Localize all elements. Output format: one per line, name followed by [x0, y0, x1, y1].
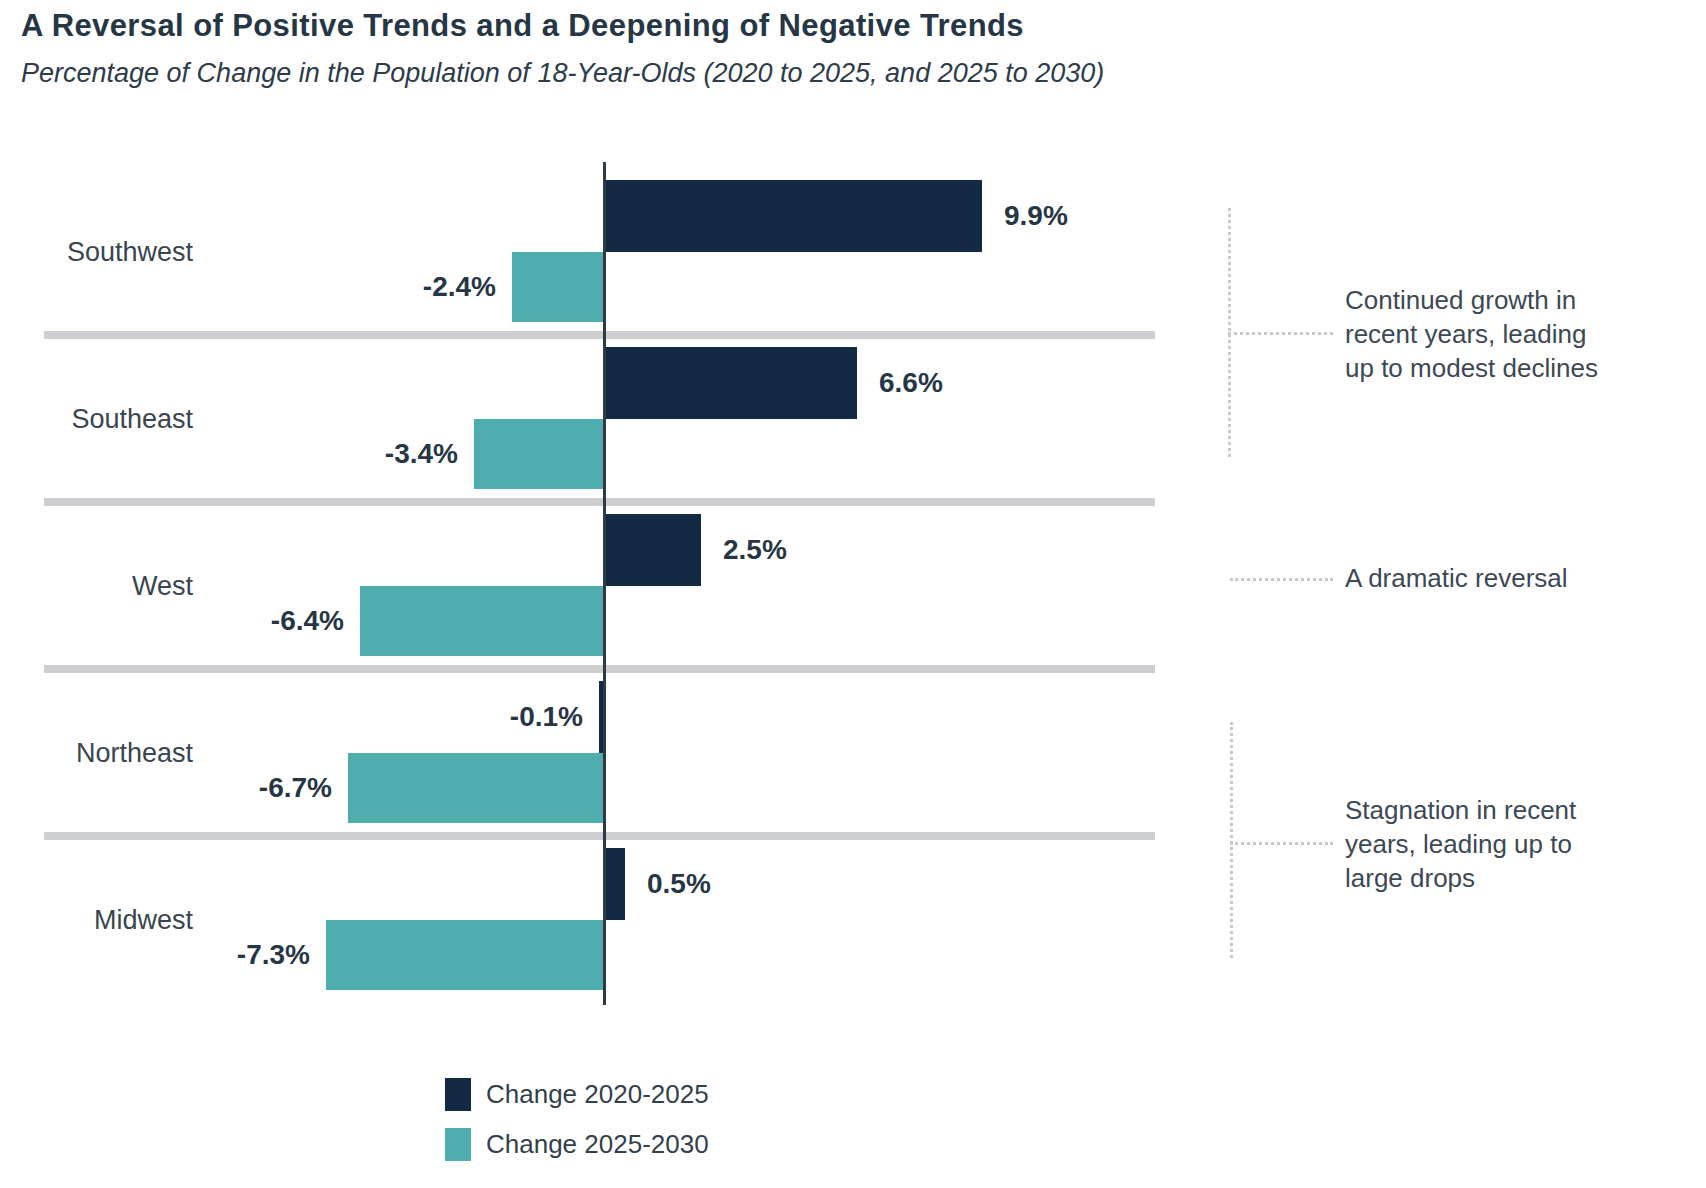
annotation-connector-line: [1230, 842, 1333, 845]
bar-midwest-2025-2030: [326, 920, 603, 990]
value-label-southeast-2025-2030: -3.4%: [258, 434, 458, 474]
annotation-text-line: up to modest declines: [1345, 351, 1598, 385]
row-divider: [44, 498, 1155, 506]
annotation-text-line: recent years, leading: [1345, 317, 1598, 351]
annotation-text-line: Stagnation in recent: [1345, 793, 1576, 827]
value-label-northeast-2025-2030: -6.7%: [132, 768, 332, 808]
annotation-connector-line: [1230, 578, 1333, 581]
legend-swatch-change-2025-2030: [445, 1128, 471, 1161]
annotation-text: Continued growth inrecent years, leading…: [1345, 283, 1598, 385]
legend-label-change-2020-2025: Change 2020-2025: [486, 1079, 709, 1110]
legend-item-change-2025-2030: Change 2025-2030: [445, 1128, 709, 1161]
chart-subtitle: Percentage of Change in the Population o…: [21, 58, 1104, 89]
row-divider: [44, 832, 1155, 840]
region-label-southwest: Southwest: [0, 232, 193, 272]
region-label-northeast: Northeast: [0, 733, 193, 773]
annotation-bracket-line: [1230, 722, 1233, 958]
row-divider: [44, 665, 1155, 673]
value-label-midwest-2025-2030: -7.3%: [110, 935, 310, 975]
annotation-text-line: A dramatic reversal: [1345, 561, 1568, 595]
legend-label-change-2025-2030: Change 2025-2030: [486, 1129, 709, 1160]
annotation-connector-line: [1228, 332, 1333, 335]
bar-southwest-2025-2030: [512, 252, 603, 322]
annotation-text-line: Continued growth in: [1345, 283, 1598, 317]
chart-page: A Reversal of Positive Trends and a Deep…: [0, 0, 1706, 1188]
chart-legend: Change 2020-2025 Change 2025-2030: [445, 1078, 709, 1161]
region-label-midwest: Midwest: [0, 900, 193, 940]
legend-swatch-change-2020-2025: [445, 1078, 471, 1111]
bar-midwest-2020-2025: [606, 848, 625, 920]
chart-title: A Reversal of Positive Trends and a Deep…: [21, 8, 1024, 44]
annotation-text-line: years, leading up to: [1345, 827, 1576, 861]
value-label-west-2020-2025: 2.5%: [723, 530, 787, 570]
annotation-text: Stagnation in recentyears, leading up to…: [1345, 793, 1576, 895]
value-label-west-2025-2030: -6.4%: [144, 601, 344, 641]
bar-west-2025-2030: [360, 586, 603, 656]
value-label-southwest-2025-2030: -2.4%: [296, 267, 496, 307]
bar-southeast-2025-2030: [474, 419, 603, 489]
value-label-midwest-2020-2025: 0.5%: [647, 864, 711, 904]
region-label-west: West: [0, 566, 193, 606]
zero-axis-line: [603, 162, 606, 1005]
bar-west-2020-2025: [606, 514, 701, 586]
bar-southeast-2020-2025: [606, 347, 857, 419]
value-label-southwest-2020-2025: 9.9%: [1004, 196, 1068, 236]
value-label-southeast-2020-2025: 6.6%: [879, 363, 943, 403]
annotation-text-line: large drops: [1345, 861, 1576, 895]
bar-northeast-2025-2030: [348, 753, 603, 823]
value-label-northeast-2020-2025: -0.1%: [383, 697, 583, 737]
region-label-southeast: Southeast: [0, 399, 193, 439]
row-divider: [44, 331, 1155, 339]
annotation-text: A dramatic reversal: [1345, 561, 1568, 595]
bar-southwest-2020-2025: [606, 180, 982, 252]
legend-item-change-2020-2025: Change 2020-2025: [445, 1078, 709, 1111]
